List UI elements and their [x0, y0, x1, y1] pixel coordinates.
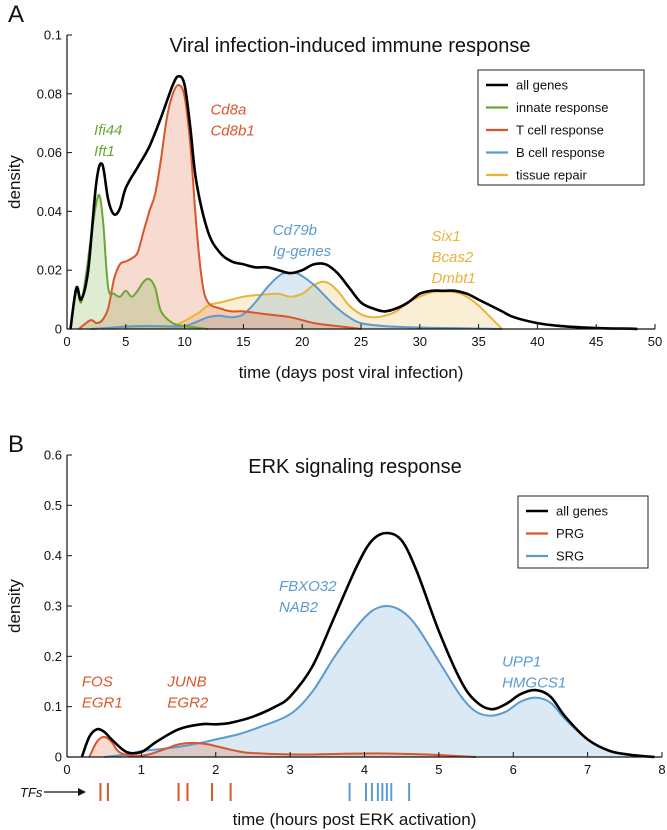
legend-label: innate response [516, 100, 609, 115]
x-tick-label: 5 [122, 334, 129, 349]
series-area-innate-response [70, 194, 209, 329]
series-line-all-genes [80, 531, 655, 759]
x-tick-label: 4 [361, 762, 368, 777]
x-tick-label: 8 [658, 762, 665, 777]
gene-annotation: Cd8a [210, 101, 246, 118]
series-area-srg [104, 606, 655, 757]
series-area-b-cell-response [90, 272, 503, 329]
panel-b-chart: ERK signaling response 0 1 2 3 4 5 6 7 8 0 0.1 0.2 0.… [5, 448, 666, 830]
gene-annotation: HMGCS1 [502, 674, 566, 691]
x-tick-label: 3 [287, 762, 294, 777]
x-tick-label: 0 [63, 334, 70, 349]
gene-annotation: Bcas2 [432, 249, 474, 266]
x-tick-label: 5 [435, 762, 442, 777]
gene-annotation: Cd79b [273, 222, 317, 239]
legend-label: T cell response [516, 123, 604, 138]
gene-annotation: EGR1 [82, 695, 123, 712]
gene-annotation: EGR2 [167, 695, 209, 712]
legend-label: SRG [556, 549, 584, 564]
x-tick-label: 45 [589, 334, 603, 349]
series-line-all-genes [69, 74, 638, 331]
chart-title: Viral infection-induced immune response [170, 35, 531, 57]
y-axis-label: density [5, 155, 24, 209]
x-tick-label: 7 [584, 762, 591, 777]
series-line-prg [88, 735, 477, 758]
y-tick-label: 0.02 [37, 263, 62, 278]
panel-a-letter: A [8, 1, 24, 28]
gene-annotation: Cd8b1 [210, 122, 254, 139]
series-area-tissue-repair [102, 281, 503, 329]
x-tick-label: 15 [236, 334, 250, 349]
series-area-t-cell-response [78, 84, 362, 329]
y-tick-label: 0.5 [44, 498, 62, 513]
x-tick-label: 6 [510, 762, 517, 777]
gene-annotation: JUNB [166, 674, 206, 691]
gene-annotation: Ifi44 [94, 122, 122, 139]
y-tick-label: 0 [55, 322, 62, 337]
gene-annotation: FBXO32 [279, 578, 337, 595]
y-tick-label: 0.4 [44, 548, 62, 563]
x-tick-label: 0 [63, 762, 70, 777]
gene-annotation: Six1 [432, 228, 461, 245]
gene-annotation: Dmbt1 [432, 270, 476, 287]
tf-arrow-head [78, 788, 86, 796]
legend-label: tissue repair [516, 168, 587, 183]
y-axis-label: density [5, 579, 24, 633]
gene-annotation: Ift1 [94, 143, 115, 160]
legend-box [477, 69, 645, 186]
x-tick-label: 20 [295, 334, 309, 349]
series-area-prg [89, 736, 477, 757]
x-tick-label: 30 [413, 334, 427, 349]
legend-label: PRG [556, 526, 584, 541]
y-tick-label: 0.3 [44, 599, 62, 614]
gene-annotation: FOS [82, 674, 113, 691]
x-tick-label: 40 [530, 334, 544, 349]
y-tick-label: 0.08 [37, 86, 62, 101]
legend-label: all genes [516, 78, 569, 93]
panel-a-chart: Viral infection-induced immune response 0… [5, 28, 662, 383]
y-tick-label: 0.1 [44, 28, 62, 43]
y-tick-label: 0.04 [37, 204, 62, 219]
x-tick-label: 35 [471, 334, 485, 349]
y-tick-label: 0.1 [44, 699, 62, 714]
x-axis-label: time (days post viral infection) [239, 363, 464, 382]
x-tick-label: 50 [648, 334, 662, 349]
y-tick-label: 0.06 [37, 145, 62, 160]
x-tick-label: 25 [354, 334, 368, 349]
series-line-t-cell-response [78, 83, 362, 330]
y-tick-label: 0.6 [44, 448, 62, 463]
x-axis-label: time (hours post ERK activation) [233, 810, 477, 829]
tf-label: TFs [20, 785, 43, 800]
legend-label: all genes [556, 504, 609, 519]
x-tick-label: 10 [177, 334, 191, 349]
y-tick-label: 0.2 [44, 649, 62, 664]
x-tick-label: 1 [138, 762, 145, 777]
panel-b-letter: B [8, 431, 24, 458]
x-tick-label: 2 [212, 762, 219, 777]
gene-annotation: UPP1 [502, 653, 541, 670]
gene-annotation: NAB2 [279, 599, 319, 616]
legend-label: B cell response [516, 145, 605, 160]
gene-annotation: Ig-genes [273, 243, 332, 260]
y-tick-label: 0 [55, 750, 62, 765]
chart-title: ERK signaling response [248, 456, 461, 478]
